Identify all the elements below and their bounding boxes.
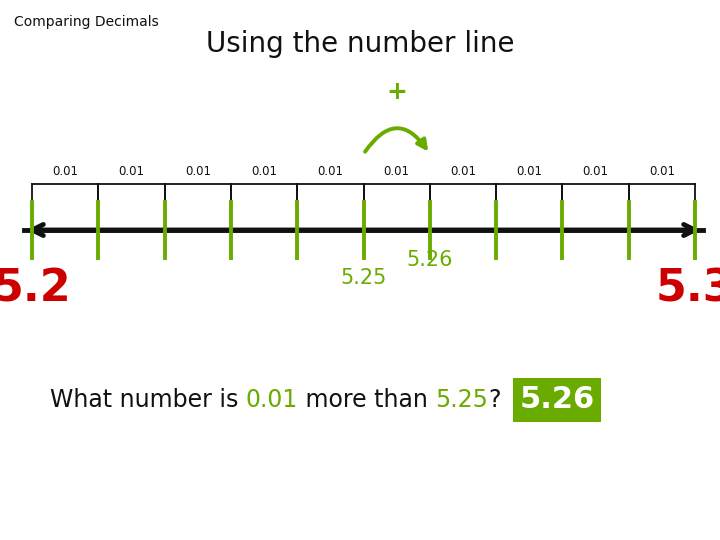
Text: Using the number line: Using the number line bbox=[206, 30, 514, 58]
Text: 0.01: 0.01 bbox=[582, 165, 608, 178]
Text: 0.01: 0.01 bbox=[318, 165, 343, 178]
Text: more than: more than bbox=[298, 388, 436, 412]
Text: 0.01: 0.01 bbox=[384, 165, 410, 178]
Text: 0.01: 0.01 bbox=[251, 165, 277, 178]
Text: 0.01: 0.01 bbox=[516, 165, 542, 178]
Text: 5.25: 5.25 bbox=[341, 268, 387, 288]
Text: What number is: What number is bbox=[50, 388, 246, 412]
Text: 5.25: 5.25 bbox=[436, 388, 488, 412]
Text: 5.2: 5.2 bbox=[0, 268, 71, 311]
Text: +: + bbox=[386, 80, 407, 104]
Text: 5.3: 5.3 bbox=[656, 268, 720, 311]
Text: 0.01: 0.01 bbox=[649, 165, 675, 178]
Text: 0.01: 0.01 bbox=[450, 165, 476, 178]
Text: Comparing Decimals: Comparing Decimals bbox=[14, 15, 158, 29]
Text: 5.26: 5.26 bbox=[407, 250, 453, 270]
Text: 0.01: 0.01 bbox=[119, 165, 145, 178]
Text: 0.01: 0.01 bbox=[185, 165, 211, 178]
Text: 5.26: 5.26 bbox=[519, 386, 595, 415]
Text: 0.01: 0.01 bbox=[246, 388, 298, 412]
Text: ?: ? bbox=[488, 388, 501, 412]
Text: 0.01: 0.01 bbox=[52, 165, 78, 178]
FancyBboxPatch shape bbox=[513, 378, 601, 422]
